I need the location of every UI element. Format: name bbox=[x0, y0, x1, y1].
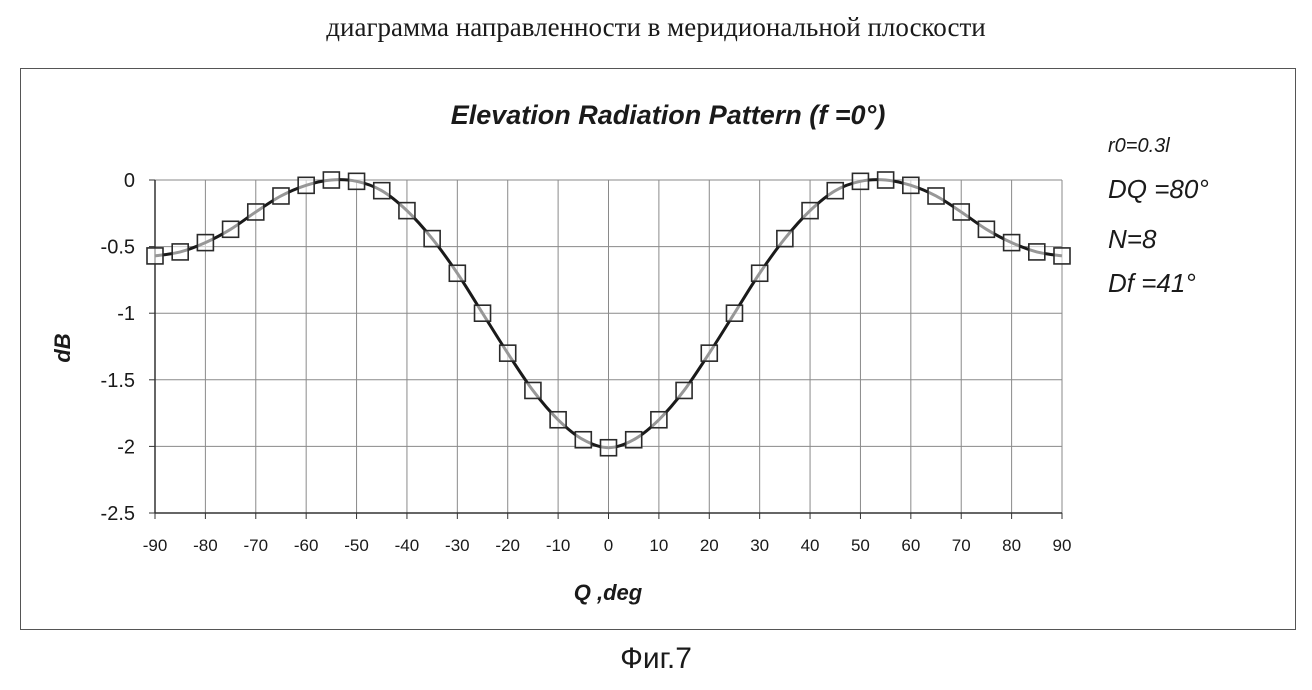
annotation-df: Df =41° bbox=[1108, 268, 1196, 298]
data-point-marker bbox=[147, 248, 163, 264]
x-tick-label: -20 bbox=[495, 536, 520, 555]
data-point-marker bbox=[550, 412, 566, 428]
x-tick-label: 90 bbox=[1053, 536, 1072, 555]
x-tick-label: -30 bbox=[445, 536, 470, 555]
y-axis-ticks: 0 -0.5 -1 -1.5 -2 -2.5 bbox=[101, 170, 155, 525]
data-point-marker bbox=[601, 440, 617, 456]
x-tick-label: 0 bbox=[604, 536, 613, 555]
y-tick-label: -1.5 bbox=[101, 370, 135, 392]
x-tick-label: -50 bbox=[344, 536, 369, 555]
y-tick-label: -2 bbox=[117, 436, 135, 458]
data-point-marker bbox=[449, 265, 465, 281]
chart-title: Elevation Radiation Pattern (f =0°) bbox=[451, 100, 886, 130]
data-point-marker bbox=[399, 203, 415, 219]
data-point-marker bbox=[1054, 248, 1070, 264]
x-tick-label: 10 bbox=[649, 536, 668, 555]
x-axis-ticks: -90 -80 -70 -60 -50 -40 -30 -20 -10 0 10 20 30 40 50 60… bbox=[143, 513, 1072, 555]
x-tick-label: -10 bbox=[546, 536, 571, 555]
data-point-marker bbox=[500, 345, 516, 361]
data-point-marker bbox=[651, 412, 667, 428]
data-point-marker bbox=[323, 172, 339, 188]
x-tick-label: 70 bbox=[952, 536, 971, 555]
data-point-marker bbox=[248, 204, 264, 220]
x-tick-label: 30 bbox=[750, 536, 769, 555]
data-point-marker bbox=[298, 177, 314, 193]
data-point-marker bbox=[273, 188, 289, 204]
data-point-marker bbox=[197, 235, 213, 251]
x-axis-label: Q ,deg bbox=[574, 580, 643, 605]
data-point-marker bbox=[349, 173, 365, 189]
x-tick-label: 50 bbox=[851, 536, 870, 555]
data-point-marker bbox=[903, 177, 919, 193]
data-point-marker bbox=[953, 204, 969, 220]
data-point-marker bbox=[726, 305, 742, 321]
y-tick-label: -0.5 bbox=[101, 237, 135, 259]
data-point-marker bbox=[878, 172, 894, 188]
data-point-marker bbox=[223, 221, 239, 237]
x-tick-label: 20 bbox=[700, 536, 719, 555]
data-point-marker bbox=[424, 231, 440, 247]
x-tick-label: -80 bbox=[193, 536, 218, 555]
data-point-marker bbox=[701, 345, 717, 361]
data-point-marker bbox=[1029, 244, 1045, 260]
x-tick-label: -60 bbox=[294, 536, 319, 555]
x-tick-label: -70 bbox=[243, 536, 268, 555]
x-tick-label: 40 bbox=[801, 536, 820, 555]
annotation-dq: DQ =80° bbox=[1108, 174, 1209, 204]
annotation-n: N=8 bbox=[1108, 224, 1157, 254]
y-tick-label: 0 bbox=[124, 170, 135, 192]
data-point-marker bbox=[777, 231, 793, 247]
data-point-marker bbox=[827, 183, 843, 199]
data-point-marker bbox=[374, 183, 390, 199]
grid bbox=[155, 180, 1062, 513]
data-point-marker bbox=[676, 382, 692, 398]
data-point-marker bbox=[475, 305, 491, 321]
y-tick-label: -1 bbox=[117, 303, 135, 325]
x-tick-label: -90 bbox=[143, 536, 168, 555]
data-point-marker bbox=[575, 432, 591, 448]
x-tick-label: -40 bbox=[395, 536, 420, 555]
data-point-marker bbox=[752, 265, 768, 281]
annotation-r0: r0=0.3l bbox=[1108, 135, 1170, 157]
x-tick-label: 80 bbox=[1002, 536, 1021, 555]
y-tick-label: -2.5 bbox=[101, 503, 135, 525]
data-point-marker bbox=[626, 432, 642, 448]
x-tick-label: 60 bbox=[901, 536, 920, 555]
data-point-marker bbox=[1004, 235, 1020, 251]
data-point-marker bbox=[802, 203, 818, 219]
y-axis-label: dB bbox=[50, 333, 75, 362]
data-point-marker bbox=[525, 382, 541, 398]
data-point-marker bbox=[172, 244, 188, 260]
data-point-marker bbox=[978, 221, 994, 237]
data-point-marker bbox=[928, 188, 944, 204]
data-point-marker bbox=[852, 173, 868, 189]
figure-caption: Фиг.7 bbox=[0, 642, 1312, 676]
radiation-pattern-chart: -90-80-70-60-50-40-30-20-100102030405060… bbox=[0, 0, 1312, 690]
